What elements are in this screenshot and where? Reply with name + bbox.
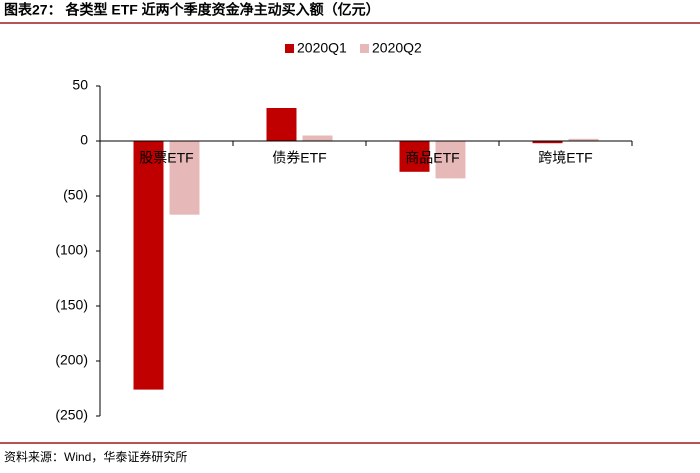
y-tick-label: (150) <box>55 297 88 313</box>
bar <box>435 141 466 179</box>
y-tick-label: (50) <box>63 187 88 203</box>
chart-title: 图表27： 各类型 ETF 近两个季度资金净主动买入额（亿元） <box>4 2 380 18</box>
legend-label: 2020Q2 <box>372 40 422 56</box>
source-note: 资料来源：Wind，华泰证券研究所 <box>4 449 187 464</box>
bar <box>133 141 164 390</box>
x-tick-label: 跨境ETF <box>538 150 592 166</box>
x-tick-label: 股票ETF <box>139 150 193 166</box>
bar <box>302 135 333 141</box>
y-tick-label: (100) <box>55 242 88 258</box>
legend-swatch <box>360 44 369 53</box>
x-tick-label: 商品ETF <box>405 150 459 166</box>
legend-swatch <box>285 44 294 53</box>
bar <box>532 141 563 144</box>
bar <box>568 138 599 141</box>
y-tick-label: 50 <box>72 77 88 93</box>
x-tick-label: 债券ETF <box>272 150 326 166</box>
bar <box>169 141 200 215</box>
y-tick-label: 0 <box>80 132 88 148</box>
y-tick-label: (200) <box>55 352 88 368</box>
legend-label: 2020Q1 <box>297 40 347 56</box>
y-tick-label: (250) <box>55 407 88 423</box>
bar <box>266 108 297 141</box>
bar <box>399 141 430 172</box>
